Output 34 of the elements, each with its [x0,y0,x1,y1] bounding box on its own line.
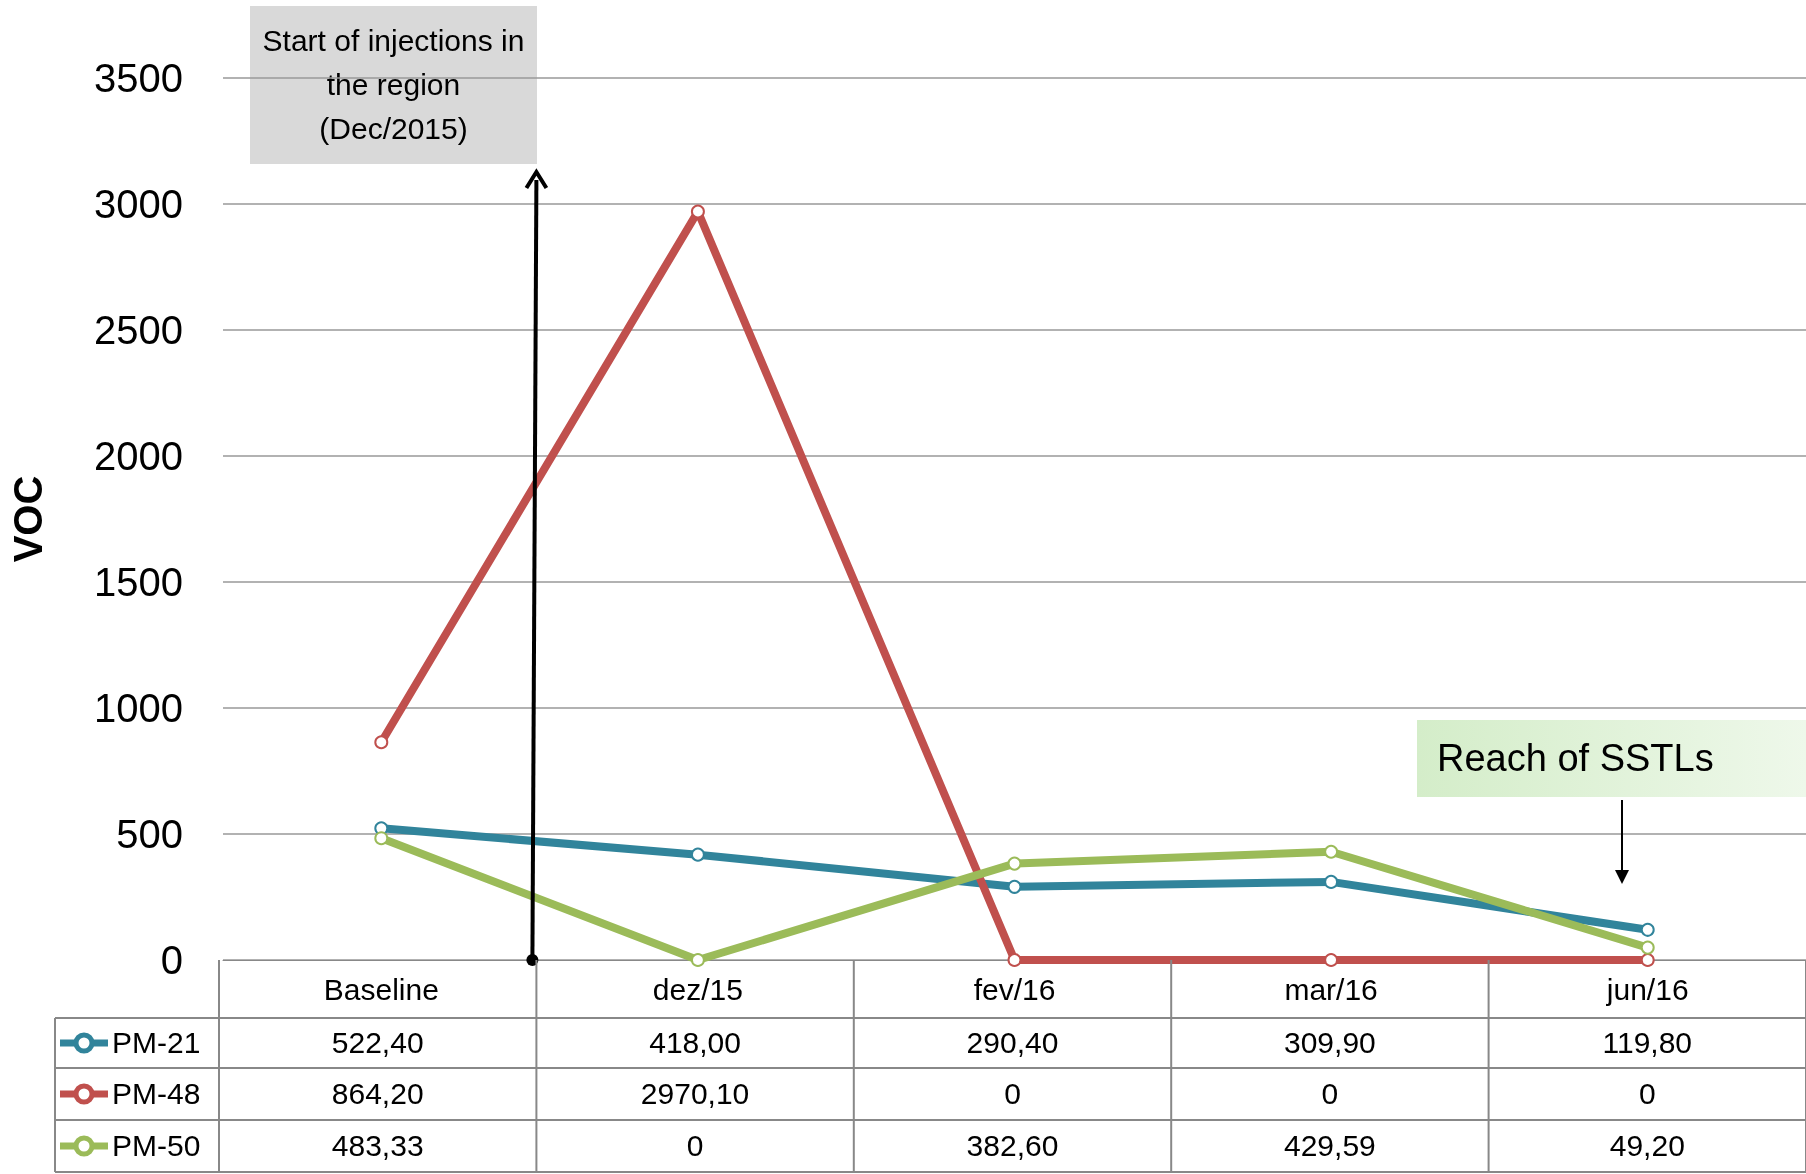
y-axis-title: VOC [6,475,50,563]
data-label: 522,40 [330,1025,425,1061]
legend-label: PM-21 [112,1026,201,1060]
data-label: 49,20 [1608,1128,1686,1164]
data-label: 0 [685,1128,705,1164]
annotation: Reach of SSTLs [1417,720,1806,797]
data-label: 382,60 [965,1128,1060,1164]
data-label: 0 [1003,1076,1022,1112]
x-tick-label: dez/15 [652,972,743,1006]
y-tick-label: 2000 [94,434,183,478]
x-tick-label: Baseline [323,972,439,1006]
y-tick-label: 3500 [94,56,183,100]
x-tick-label: mar/16 [1284,972,1378,1006]
x-tick-label: jun/16 [1605,972,1689,1006]
y-tick-label: 1000 [94,686,183,730]
legend-label: PM-50 [112,1129,201,1163]
data-label: 2970,10 [639,1076,751,1112]
data-label: 290,40 [965,1025,1060,1061]
data-label: 864,20 [330,1076,425,1112]
y-tick-label: 1500 [94,560,183,604]
y-tick-label: 3000 [94,182,183,226]
data-label: 119,80 [1601,1025,1694,1061]
data-label: 483,33 [330,1128,425,1164]
data-label: 0 [1637,1076,1657,1112]
data-label: 309,90 [1283,1025,1377,1061]
x-tick-label: fev/16 [973,972,1056,1006]
data-label: 418,00 [648,1025,742,1061]
y-tick-label: 0 [160,938,183,982]
legend-label: PM-48 [112,1077,201,1111]
y-tick-label: 2500 [94,308,183,352]
annotation: Start of injections in the region (Dec/2015) [250,6,537,164]
y-tick-label: 500 [116,812,183,856]
data-label: 0 [1320,1076,1340,1112]
data-label: 429,59 [1283,1128,1377,1164]
